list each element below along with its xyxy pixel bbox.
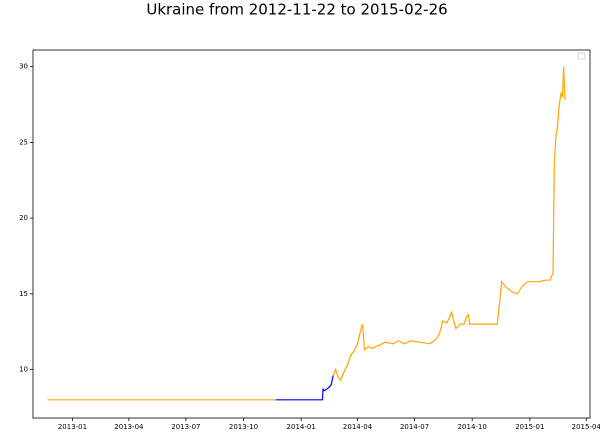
y-tick-label: 10 — [19, 366, 28, 374]
line-series — [275, 375, 334, 401]
x-tick-label: 2014-10 — [458, 423, 487, 431]
y-tick-label: 15 — [19, 290, 28, 298]
x-tick-label: 2014-04 — [343, 423, 373, 431]
x-tick-label: 2014-01 — [287, 423, 316, 431]
plot-frame — [32, 49, 591, 419]
x-tick-label: 2014-07 — [400, 423, 429, 431]
line-series — [47, 66, 566, 401]
chart-title: Ukraine from 2012-11-22 to 2015-02-26 — [146, 1, 447, 19]
legend-box — [577, 52, 586, 60]
x-tick-label: 2015-04 — [572, 423, 600, 431]
x-tick-label: 2013-10 — [229, 423, 258, 431]
y-tick-label: 20 — [19, 214, 28, 222]
x-tick-label: 2013-01 — [58, 423, 87, 431]
x-tick-label: 2013-07 — [171, 423, 200, 431]
x-tick-label: 2013-04 — [114, 423, 144, 431]
y-tick-label: 25 — [19, 138, 28, 146]
x-tick-label: 2015-01 — [515, 423, 544, 431]
y-tick-label: 30 — [19, 63, 28, 71]
